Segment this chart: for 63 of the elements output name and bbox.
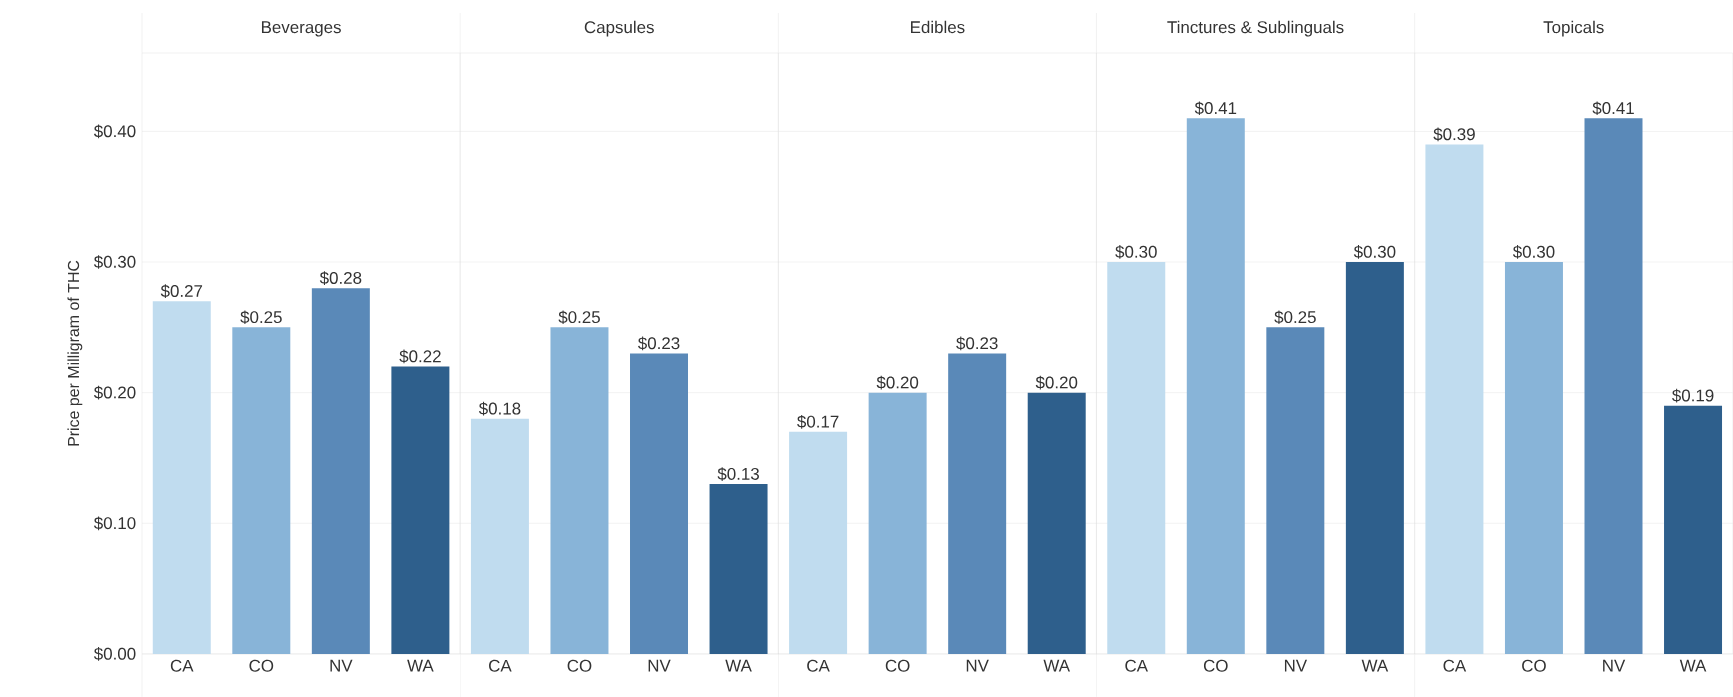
data-label: $0.25 — [240, 310, 282, 325]
x-tick-label: CO — [1522, 659, 1546, 672]
data-label: $0.28 — [319, 271, 362, 285]
y-axis-title: Price per Milligram of THC — [67, 260, 83, 446]
bar — [1504, 261, 1563, 654]
data-label: $0.41 — [1592, 101, 1634, 116]
data-label: $0.39 — [1433, 127, 1475, 142]
bar — [152, 301, 211, 654]
bar — [1425, 144, 1484, 654]
x-tick-label: CA — [1443, 659, 1467, 672]
data-label: $0.20 — [1035, 375, 1078, 390]
data-label: $0.30 — [1115, 245, 1157, 259]
data-label: $0.20 — [876, 375, 919, 390]
data-label: $0.17 — [797, 414, 839, 429]
bar — [470, 418, 529, 654]
chart-title: Capsules — [584, 20, 654, 37]
x-tick-label: CA — [807, 659, 830, 672]
data-label: $0.23 — [638, 336, 680, 351]
x-tick-label: NV — [1603, 659, 1626, 672]
data-label: $0.30 — [1512, 245, 1555, 259]
bar — [630, 353, 689, 654]
chart-title: Beverages — [261, 21, 341, 37]
x-tick-label: NV — [966, 659, 989, 672]
x-tick-label: WA — [1043, 659, 1071, 672]
x-tick-label: WA — [1679, 659, 1707, 672]
y-tick-label: $0.40 — [93, 124, 136, 139]
data-label: $0.13 — [717, 467, 759, 481]
bar — [550, 327, 609, 654]
y-tick-label: $0.30 — [93, 255, 136, 269]
x-tick-label: CA — [489, 659, 512, 672]
data-label: $0.25 — [558, 310, 600, 325]
bar — [1664, 405, 1723, 654]
data-label: $0.27 — [160, 284, 203, 298]
bar — [1584, 118, 1643, 654]
x-tick-label: NV — [648, 659, 671, 672]
x-tick-label: CA — [1125, 659, 1148, 672]
x-tick-label: NV — [1284, 659, 1308, 672]
y-tick-label: $0.10 — [93, 516, 136, 531]
chart-title: Topicals — [1543, 20, 1604, 37]
chart-title: Edibles — [911, 20, 965, 34]
x-tick-label: CO — [567, 659, 592, 672]
chart-title: Tinctures & Sublinguals — [1167, 20, 1344, 37]
x-tick-label: CA — [170, 659, 194, 672]
bar — [391, 366, 450, 654]
bar — [311, 288, 370, 654]
y-tick-label: $0.20 — [93, 385, 136, 400]
x-tick-label: WA — [1361, 659, 1389, 672]
data-label: $0.30 — [1353, 245, 1396, 259]
data-label: $0.18 — [478, 401, 521, 416]
x-tick-label: WA — [407, 659, 434, 672]
x-tick-label: NV — [330, 659, 353, 672]
x-tick-label: CO — [885, 659, 910, 672]
bar — [709, 484, 768, 654]
data-label: $0.25 — [1274, 310, 1316, 325]
x-tick-label: WA — [725, 659, 752, 672]
data-label: $0.23 — [956, 336, 998, 351]
y-tick-label: $0.00 — [93, 647, 136, 661]
x-tick-label: CO — [249, 659, 274, 672]
data-label: $0.41 — [1194, 101, 1237, 116]
x-tick-label: CO — [1203, 659, 1228, 672]
data-label: $0.19 — [1672, 388, 1714, 403]
data-label: $0.22 — [399, 349, 441, 364]
bar — [232, 327, 291, 654]
